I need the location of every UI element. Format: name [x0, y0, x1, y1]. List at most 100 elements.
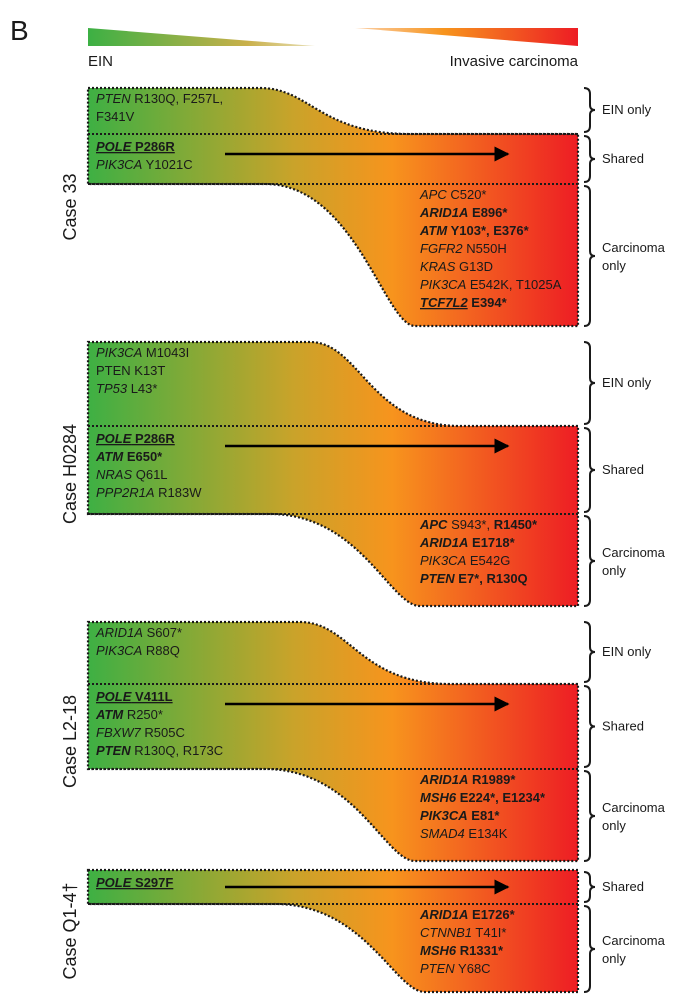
mutation-text-segment: R183W: [155, 485, 203, 500]
carcinoma-only-label: Carcinoma: [602, 933, 666, 948]
carcinoma-mutation-line: ARID1A R1989*: [419, 772, 516, 787]
mutation-text-segment: S297F: [131, 875, 173, 890]
mutation-text-segment: TP53: [96, 381, 128, 396]
mutation-text-segment: E394*: [468, 295, 508, 310]
mutation-text-segment: APC: [419, 517, 448, 532]
carcinoma-mutation-line: MSH6 E224*, E1234*: [420, 790, 546, 805]
carcinoma-only-brace: [583, 770, 596, 862]
mutation-text-segment: P286R: [131, 431, 175, 446]
mutation-text-segment: L43*: [127, 381, 157, 396]
mutation-text-segment: ATM: [95, 707, 124, 722]
ein-only-brace: [583, 87, 596, 133]
shared-mutation-line: POLE P286R: [96, 139, 175, 154]
mutation-text-segment: ARID1A: [419, 772, 468, 787]
carcinoma-only-label-line2: only: [602, 818, 626, 833]
mutation-text-segment: PTEN: [96, 743, 131, 758]
carcinoma-mutation-line: PTEN E7*, R130Q: [420, 571, 528, 586]
shared-mutation-line: FBXW7 R505C: [96, 725, 185, 740]
ein-mutation-line: PIK3CA R88Q: [96, 643, 180, 658]
carcinoma-only-label-line2: only: [602, 951, 626, 966]
mutation-text-segment: ARID1A: [419, 535, 468, 550]
carcinoma-mutation-line: MSH6 R1331*: [420, 943, 504, 958]
carcinoma-wedge: [355, 28, 578, 46]
cases-layer: Case 33 PTEN R130Q, F257L, F341V POLE P286R…: [60, 86, 666, 994]
mutation-text-segment: E1726*: [468, 907, 515, 922]
mutation-text-segment: P286R: [131, 139, 175, 154]
case-block: Case 33 PTEN R130Q, F257L, F341V POLE P286R…: [60, 86, 666, 328]
mutation-text-segment: SMAD4: [420, 826, 465, 841]
evolution-flow-shape: [86, 868, 580, 994]
ein-only-label: EIN only: [602, 375, 652, 390]
mutation-text-segment: G13D: [455, 259, 493, 274]
ein-mutation-line: PTEN K13T: [96, 363, 165, 378]
mutation-text-segment: FGFR2: [420, 241, 463, 256]
ein-only-label: EIN only: [602, 102, 652, 117]
mutation-text-segment: PTEN: [96, 91, 131, 106]
shared-mutation-line: PTEN R130Q, R173C: [96, 743, 223, 758]
case-block: Case Q1-4† POLE S297F ARID1A E1726* CTNNB1 …: [60, 868, 666, 994]
mutation-text-segment: E650*: [123, 449, 163, 464]
mutation-text-segment: E542K, T1025A: [466, 277, 561, 292]
carcinoma-mutation-line: PIK3CA E542G: [420, 553, 510, 568]
mutation-text-segment: E542G: [466, 553, 510, 568]
evolution-flow-shape: [86, 620, 580, 863]
carcinoma-only-label: Carcinoma: [602, 240, 666, 255]
carcinoma-mutation-line: ARID1A E1718*: [419, 535, 516, 550]
ein-mutation-line: ARID1A S607*: [95, 625, 182, 640]
ein-mutation-line: PIK3CA M1043I: [96, 345, 189, 360]
carcinoma-mutation-line: TCF7L2 E394*: [420, 295, 508, 310]
case-label: Case Q1-4†: [60, 882, 80, 979]
mutation-text-segment: S607*: [143, 625, 182, 640]
mutation-text-segment: POLE: [96, 431, 132, 446]
shared-mutation-line: PIK3CA Y1021C: [96, 157, 193, 172]
case-label: Case 33: [60, 173, 80, 240]
carcinoma-mutation-line: APC S943*, R1450*: [419, 517, 538, 532]
mutation-text-segment: PPP2R1A: [96, 485, 155, 500]
carcinoma-only-label: Carcinoma: [602, 545, 666, 560]
mutation-text-segment: E7*, R130Q: [455, 571, 528, 586]
ein-mutation-line: TP53 L43*: [96, 381, 157, 396]
mutation-text-segment: R1989*: [468, 772, 516, 787]
shared-mutation-line: POLE V411L: [96, 689, 173, 704]
shared-label: Shared: [602, 719, 644, 734]
mutation-text-segment: E224*, E1234*: [456, 790, 546, 805]
mutation-text-segment: R130Q, R173C: [131, 743, 224, 758]
mutation-text-segment: N550H: [463, 241, 507, 256]
mutation-text-segment: PIK3CA: [96, 345, 142, 360]
mutation-text-segment: FBXW7: [96, 725, 142, 740]
mutation-text-segment: PTEN: [420, 961, 455, 976]
mutation-text-segment: ARID1A: [95, 625, 143, 640]
carcinoma-mutation-line: CTNNB1 T41I*: [420, 925, 506, 940]
mutation-text-segment: V411L: [131, 689, 172, 704]
mutation-text-segment: E896*: [468, 205, 508, 220]
evolution-flow-shape: [86, 86, 580, 328]
mutation-text-segment: CTNNB1: [420, 925, 472, 940]
shared-brace: [583, 871, 596, 903]
carcinoma-only-brace: [583, 185, 596, 327]
mutation-text-segment: S943*,: [447, 517, 493, 532]
carcinoma-mutation-line: PIK3CA E81*: [420, 808, 500, 823]
carcinoma-header-label: Invasive carcinoma: [450, 53, 579, 70]
carcinoma-mutation-line: FGFR2 N550H: [420, 241, 507, 256]
carcinoma-only-label-line2: only: [602, 258, 626, 273]
mutation-text-segment: MSH6: [420, 790, 457, 805]
mutation-text-segment: ARID1A: [419, 907, 468, 922]
mutation-text-segment: PTEN: [420, 571, 455, 586]
carcinoma-mutation-line: KRAS G13D: [420, 259, 493, 274]
mutation-text-segment: PIK3CA: [96, 643, 142, 658]
mutation-text-segment: PTEN K13T: [96, 363, 165, 378]
mutation-text-segment: Y68C: [455, 961, 491, 976]
mutation-text-segment: KRAS: [420, 259, 456, 274]
mutation-text-segment: POLE: [96, 139, 132, 154]
carcinoma-only-brace: [583, 905, 596, 993]
panel-letter: B: [10, 15, 29, 46]
shared-mutation-line: ATM E650*: [95, 449, 163, 464]
ein-header-label: EIN: [88, 53, 113, 70]
mutation-text-segment: POLE: [96, 689, 132, 704]
carcinoma-mutation-line: PIK3CA E542K, T1025A: [420, 277, 562, 292]
mutation-text-segment: R250*: [123, 707, 163, 722]
mutation-text-segment: E1718*: [468, 535, 515, 550]
mutation-text-segment: R505C: [141, 725, 185, 740]
